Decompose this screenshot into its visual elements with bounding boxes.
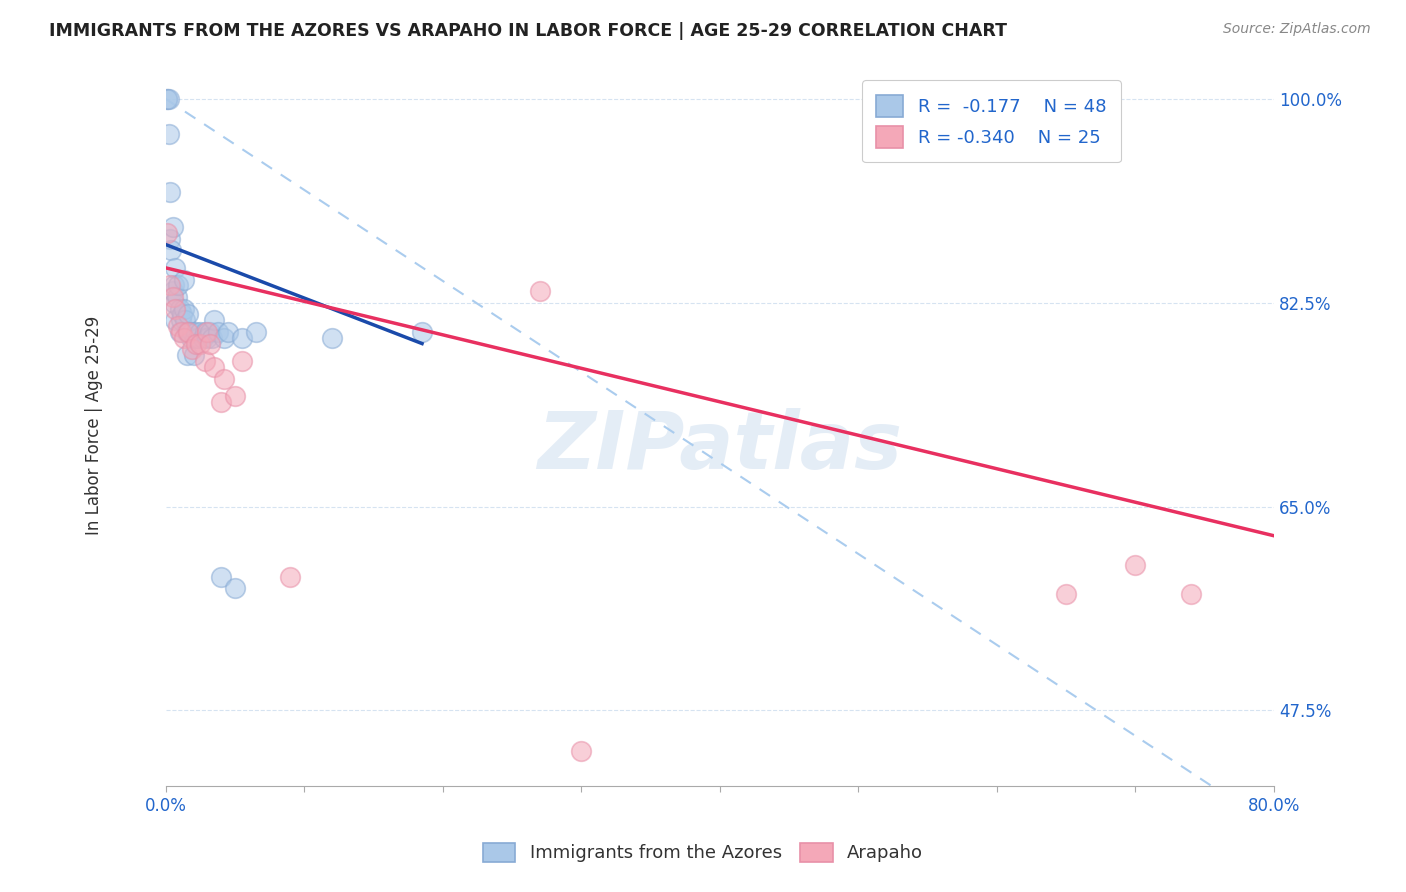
Point <box>173 272 195 286</box>
Point <box>193 331 215 345</box>
Point <box>159 278 181 293</box>
Point <box>169 301 191 316</box>
Point <box>169 325 191 339</box>
Point <box>170 325 193 339</box>
Point <box>202 313 225 327</box>
Point <box>165 313 187 327</box>
Point <box>217 325 239 339</box>
Point <box>156 92 179 106</box>
Point <box>173 331 195 345</box>
Point <box>177 308 200 322</box>
Point <box>194 354 217 368</box>
Point <box>245 325 267 339</box>
Point <box>167 278 190 293</box>
Point <box>181 325 204 339</box>
Point <box>176 325 198 339</box>
Point <box>166 290 188 304</box>
Point <box>157 127 180 141</box>
Point <box>212 331 235 345</box>
Point <box>194 325 217 339</box>
Point <box>167 319 190 334</box>
Point <box>190 325 212 339</box>
Point <box>195 331 218 345</box>
Point <box>187 331 209 345</box>
Point <box>156 92 179 106</box>
Point <box>195 325 218 339</box>
Point <box>162 220 184 235</box>
Point <box>162 290 184 304</box>
Legend: Immigrants from the Azores, Arapaho: Immigrants from the Azores, Arapaho <box>475 836 931 870</box>
Point <box>186 325 208 339</box>
Point <box>209 569 232 583</box>
Point <box>162 284 184 298</box>
Text: Source: ZipAtlas.com: Source: ZipAtlas.com <box>1223 22 1371 37</box>
Point <box>183 348 205 362</box>
Text: IMMIGRANTS FROM THE AZORES VS ARAPAHO IN LABOR FORCE | AGE 25-29 CORRELATION CHA: IMMIGRANTS FROM THE AZORES VS ARAPAHO IN… <box>49 22 1007 40</box>
Point <box>321 331 343 345</box>
Point <box>163 295 186 310</box>
Y-axis label: In Labor Force | Age 25-29: In Labor Force | Age 25-29 <box>86 316 103 534</box>
Point <box>180 331 202 345</box>
Point <box>1180 587 1202 601</box>
Point <box>190 336 212 351</box>
Point <box>569 744 592 758</box>
Point <box>173 301 195 316</box>
Point <box>280 569 302 583</box>
Point <box>529 284 551 298</box>
Legend: R =  -0.177    N = 48, R = -0.340    N = 25: R = -0.177 N = 48, R = -0.340 N = 25 <box>862 80 1121 162</box>
Point <box>184 331 207 345</box>
Point <box>176 348 198 362</box>
Point <box>179 325 201 339</box>
Point <box>207 325 229 339</box>
Point <box>224 581 246 595</box>
Point <box>165 301 187 316</box>
Point <box>1125 558 1147 572</box>
Point <box>159 232 181 246</box>
Text: ZIPatlas: ZIPatlas <box>537 408 903 486</box>
Point <box>198 325 221 339</box>
Point <box>174 313 197 327</box>
Point <box>186 336 208 351</box>
Point <box>209 394 232 409</box>
Point <box>170 313 193 327</box>
Point <box>157 92 180 106</box>
Point <box>156 226 179 240</box>
Point <box>172 308 194 322</box>
Point <box>163 278 186 293</box>
Point <box>1054 587 1077 601</box>
Point <box>198 336 221 351</box>
Point <box>181 343 204 357</box>
Point <box>165 260 187 275</box>
Point <box>202 359 225 374</box>
Point <box>224 389 246 403</box>
Point <box>177 325 200 339</box>
Point <box>231 331 253 345</box>
Point <box>160 244 183 258</box>
Point <box>200 331 222 345</box>
Point <box>411 325 433 339</box>
Point <box>231 354 253 368</box>
Point <box>212 371 235 385</box>
Point <box>159 185 181 199</box>
